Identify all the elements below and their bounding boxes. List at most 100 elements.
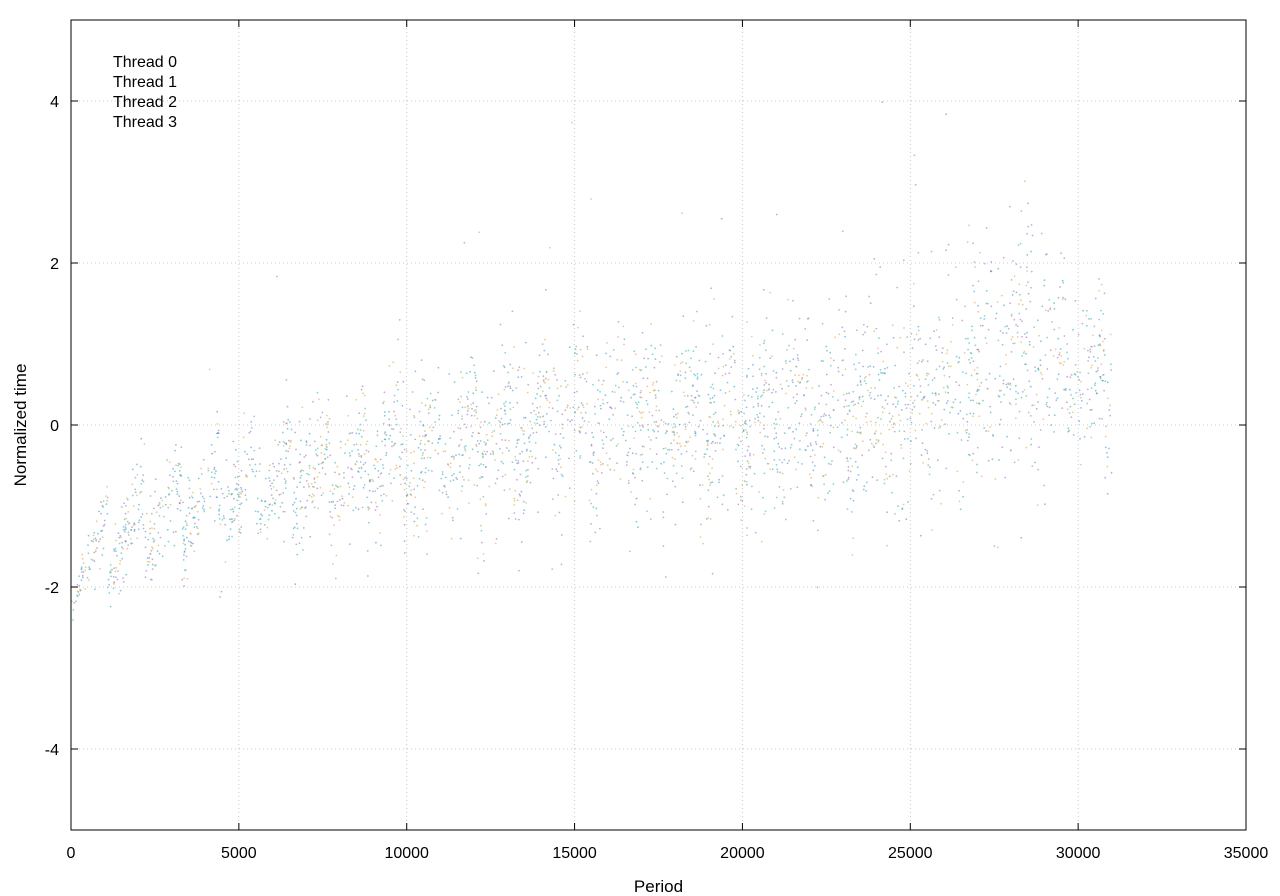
data-point <box>594 413 596 415</box>
data-point <box>778 446 781 448</box>
data-point <box>947 243 950 246</box>
data-point <box>749 454 751 457</box>
data-point <box>684 371 687 374</box>
data-point <box>376 434 379 437</box>
data-point <box>679 374 682 377</box>
data-point <box>875 327 878 330</box>
data-point <box>574 411 576 414</box>
data-point <box>1110 471 1113 474</box>
data-point <box>425 467 427 469</box>
data-point <box>649 391 651 394</box>
data-point <box>926 452 929 455</box>
data-point <box>916 362 919 365</box>
data-point <box>787 406 790 409</box>
data-point <box>728 358 731 360</box>
data-point <box>633 437 635 439</box>
data-point <box>972 242 974 245</box>
data-point <box>310 482 313 485</box>
data-point <box>451 414 453 416</box>
data-point <box>494 417 497 419</box>
data-point <box>589 540 592 543</box>
data-point <box>348 432 351 435</box>
data-point <box>362 486 365 489</box>
data-point <box>708 323 711 326</box>
data-point <box>115 576 117 579</box>
data-point <box>82 571 85 573</box>
data-point <box>429 456 432 459</box>
data-point <box>480 463 482 465</box>
data-point <box>184 569 187 571</box>
data-point <box>724 373 727 375</box>
data-point <box>684 445 686 447</box>
data-point <box>98 540 100 543</box>
data-point <box>976 471 978 474</box>
data-point <box>124 540 127 543</box>
data-point <box>1058 362 1061 364</box>
data-point <box>418 435 421 438</box>
data-point <box>676 432 678 434</box>
data-point <box>973 301 976 304</box>
data-point <box>710 386 712 389</box>
data-point <box>678 423 681 426</box>
data-point <box>733 359 736 362</box>
data-point <box>679 380 681 382</box>
data-point <box>636 407 639 409</box>
data-point <box>281 501 284 504</box>
data-point <box>673 439 675 442</box>
data-point <box>380 544 382 547</box>
data-point <box>249 430 252 433</box>
data-point <box>961 371 964 374</box>
data-point <box>658 361 661 363</box>
data-point <box>1046 368 1049 370</box>
data-point <box>548 430 551 433</box>
data-point <box>977 280 980 283</box>
data-point <box>1019 242 1022 245</box>
data-point <box>844 419 846 422</box>
data-point <box>367 508 370 511</box>
data-point <box>427 408 430 411</box>
data-point <box>903 430 906 433</box>
data-point <box>1097 357 1099 359</box>
data-point <box>182 534 185 537</box>
data-point <box>109 605 112 608</box>
data-point <box>76 594 78 597</box>
data-point <box>1011 294 1014 296</box>
data-point <box>325 423 327 425</box>
data-point <box>922 359 924 361</box>
data-point <box>509 363 512 366</box>
data-point <box>438 489 441 492</box>
data-point <box>694 434 697 437</box>
data-point <box>80 579 83 582</box>
data-point <box>1106 452 1108 454</box>
data-point <box>543 423 546 426</box>
data-point <box>646 377 649 380</box>
data-point <box>796 354 799 356</box>
data-point <box>694 374 697 377</box>
data-point <box>677 448 680 451</box>
data-point <box>604 394 607 397</box>
data-point <box>1014 384 1017 387</box>
data-point <box>163 515 165 518</box>
data-point <box>343 476 345 479</box>
data-point <box>466 396 468 398</box>
data-point <box>946 385 949 387</box>
data-point <box>681 477 684 479</box>
data-point <box>94 550 97 553</box>
data-point <box>631 472 634 474</box>
data-point <box>852 537 855 540</box>
data-point <box>794 402 796 405</box>
data-point <box>299 476 302 479</box>
data-point <box>518 493 521 496</box>
data-point <box>226 495 229 498</box>
data-point <box>456 478 459 481</box>
data-point <box>335 554 338 557</box>
data-point <box>463 241 466 244</box>
data-point <box>1020 536 1023 539</box>
data-point <box>712 440 714 443</box>
data-point <box>359 443 362 446</box>
data-point <box>94 537 97 540</box>
data-point <box>869 302 872 305</box>
data-point <box>237 493 239 496</box>
data-point <box>471 448 474 451</box>
data-point <box>596 480 599 482</box>
